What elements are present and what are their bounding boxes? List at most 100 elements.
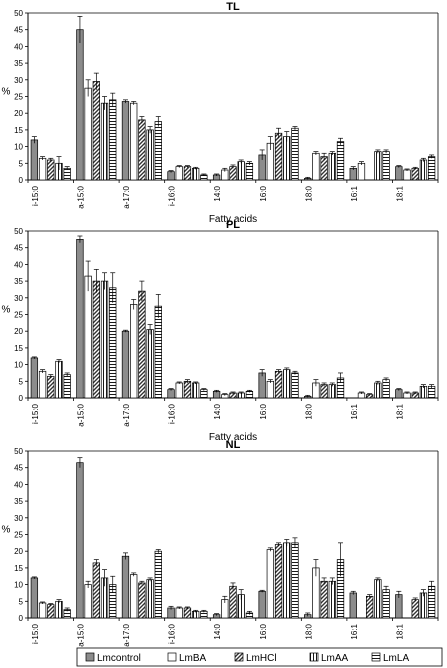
bar-lmhcl <box>47 159 55 181</box>
bar-lmaa <box>328 152 336 181</box>
y-tick-label: 40 <box>14 260 23 269</box>
y-tick-label: 20 <box>14 109 23 118</box>
x-tick-label: a-15:0 <box>77 623 86 646</box>
bar-lmcontrol <box>395 166 403 181</box>
bar-lmaa <box>283 136 291 181</box>
bar-lmla <box>245 162 254 181</box>
bar-lmaa <box>100 102 109 181</box>
chart-panel-nl: NL% 0 5 10 15 20 25 30 35 40 45 50 i-15:0 a-15:0 a-17:… <box>2 439 439 663</box>
x-tick-label: 16:0 <box>259 185 268 201</box>
legend-swatch-lmhcl <box>234 652 244 662</box>
y-tick-label: 20 <box>14 547 23 556</box>
y-tick-label: 35 <box>14 277 23 286</box>
bar-lmhcl <box>320 580 328 619</box>
y-tick-label: 45 <box>14 464 23 473</box>
bar-lmaa <box>419 592 428 619</box>
bar-lmhcl <box>92 280 100 399</box>
bar-lmhcl <box>183 607 192 619</box>
y-tick-label: 10 <box>14 143 23 152</box>
legend-label-lmaa: LmAA <box>321 653 349 664</box>
bar-lmhcl <box>411 167 419 181</box>
bar-lmaa <box>419 385 428 399</box>
x-axis-label: Fatty acids <box>209 432 257 443</box>
bar-lmhcl <box>183 380 192 399</box>
bar-lmla <box>154 305 162 399</box>
bar-lmla <box>291 542 299 619</box>
x-tick-label: 16:1 <box>350 623 359 639</box>
x-tick-label: 18:1 <box>395 403 404 419</box>
bar-lmhcl <box>138 119 146 181</box>
bar-lmba <box>130 574 138 619</box>
chart-title: TL <box>226 1 240 13</box>
x-tick-label: 18:1 <box>395 623 404 639</box>
bar-lmaa <box>191 382 200 399</box>
x-tick-label: 14:0 <box>213 403 222 419</box>
legend-swatch-lmcontrol <box>85 652 95 662</box>
bar-lmba <box>266 380 275 399</box>
bar-lmcontrol <box>121 330 130 399</box>
y-tick-label: 45 <box>14 26 23 35</box>
bar-lmaa <box>237 161 245 181</box>
bar-lmaa <box>146 579 154 619</box>
bar-lmhcl <box>274 370 283 399</box>
bar-lmba <box>312 152 320 181</box>
bar-lmcontrol <box>30 577 39 619</box>
y-tick-label: 30 <box>14 514 23 523</box>
chart-panel-pl: PL% 0 5 10 15 20 25 30 35 40 45 50 i-15:0 a-15:0 a-17:… <box>2 219 439 443</box>
bar-lmcontrol <box>167 389 175 399</box>
y-tick-label: 35 <box>14 497 23 506</box>
bar-lmcontrol <box>167 171 175 181</box>
x-tick-label: i-16:0 <box>168 185 177 206</box>
bar-lmla <box>200 389 208 399</box>
y-tick-label: 0 <box>19 614 24 623</box>
x-tick-label: 16:0 <box>259 623 268 639</box>
y-tick-label: 15 <box>14 344 23 353</box>
legend-label-lmba: LmBA <box>179 653 207 664</box>
bar-lmla <box>245 390 254 399</box>
bar-lmhcl <box>92 81 100 181</box>
y-tick-label: 10 <box>14 581 23 590</box>
x-tick-label: a-15:0 <box>77 403 86 426</box>
legend-swatch-lmba <box>167 652 177 662</box>
y-tick-label: 0 <box>19 176 24 185</box>
y-tick-label: 15 <box>14 564 23 573</box>
bar-lmaa <box>100 280 109 399</box>
y-tick-label: 5 <box>19 597 24 606</box>
bar-lmcontrol <box>212 390 221 399</box>
bar-lmcontrol <box>258 372 266 399</box>
bar-lmhcl <box>47 375 55 399</box>
y-axis-label: % <box>2 305 11 316</box>
y-tick-label: 35 <box>14 59 23 68</box>
x-tick-label: 16:0 <box>259 403 268 419</box>
x-tick-label: i-15:0 <box>31 623 40 644</box>
bar-lmla <box>427 156 436 181</box>
x-tick-label: 18:0 <box>304 185 313 201</box>
bar-lmla <box>336 141 345 181</box>
bar-lmcontrol <box>76 239 84 399</box>
bar-lmcontrol <box>30 139 39 181</box>
bar-lmcontrol <box>395 594 403 619</box>
bar-lmcontrol <box>76 29 84 181</box>
bar-lmla <box>291 127 299 181</box>
x-tick-label: 14:0 <box>213 185 222 201</box>
y-axis-label: % <box>2 87 11 98</box>
bar-lmba <box>84 584 92 619</box>
bar-lmhcl <box>274 544 283 619</box>
bar-lmhcl <box>47 604 55 619</box>
y-tick-label: 50 <box>14 227 23 236</box>
bar-lmba <box>175 382 183 399</box>
bar-lmba <box>175 607 183 619</box>
bar-lmla <box>382 151 390 181</box>
x-tick-label: 18:0 <box>304 403 313 419</box>
x-tick-label: i-15:0 <box>31 403 40 424</box>
chart-panel-tl: TL% 0 5 10 15 20 25 30 35 40 45 50 i-15:0 a-15:0 a-17:… <box>2 1 439 225</box>
bar-lmaa <box>374 382 382 399</box>
bar-lmba <box>84 87 92 181</box>
legend: Lmcontrol LmBA LmHCl LmAA LmLA <box>76 647 443 667</box>
bar-lmcontrol <box>121 555 130 619</box>
x-tick-label: 14:0 <box>213 623 222 639</box>
x-tick-label: 16:1 <box>350 185 359 201</box>
bar-lmba <box>403 169 411 181</box>
